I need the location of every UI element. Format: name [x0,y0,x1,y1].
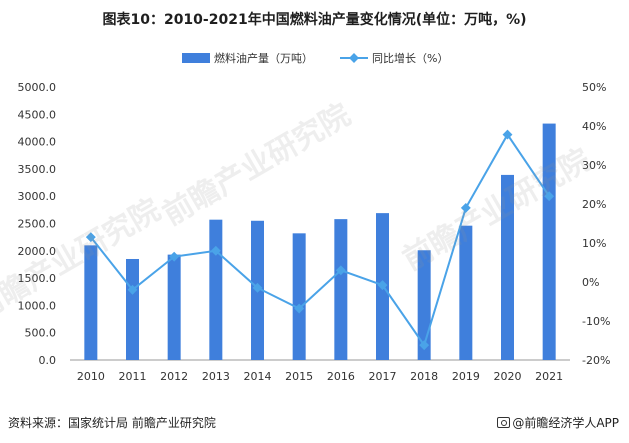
y-right-tick-label: 10% [582,237,606,250]
bar-2015 [292,233,306,360]
y-left-tick-label: 0.0 [39,354,57,367]
line-series [85,129,555,351]
growth-point-2014 [252,282,263,293]
growth-point-2013 [210,245,221,256]
growth-point-2011 [127,284,138,295]
y-right-tick-label: -20% [582,354,610,367]
x-tick-label: 2013 [202,370,230,383]
y-left-tick-label: 4500.0 [18,108,57,121]
axes: 0.0 500.0 1000.0 1500.0 2000.0 2500.0 3000.0 35… [18,81,611,383]
bar-2016 [334,219,348,360]
growth-point-2012 [169,251,180,262]
y-left-tick-label: 1000.0 [18,299,57,312]
y-right-tick-label: 20% [582,198,606,211]
y-left-tick-label: 2000.0 [18,245,57,258]
y-right-tick-label: -10% [582,315,610,328]
x-tick-label: 2017 [369,370,397,383]
bar-2013 [209,219,223,360]
growth-point-2010 [85,232,96,243]
bar-2021 [542,123,556,360]
bar-2012 [167,254,181,360]
y-left-tick-label: 500.0 [25,327,57,340]
y-right-tick-label: 50% [582,81,606,94]
growth-point-2019 [460,202,471,213]
chart-area: 燃料油产量（万吨） 同比增长（%） 0.0 500.0 1000.0 1500.0 200… [18,51,611,383]
legend-line-label: 同比增长（%） [372,51,448,65]
bar-2010 [84,245,98,360]
legend-bar-swatch [182,53,210,63]
legend-bar-label: 燃料油产量（万吨） [214,51,313,65]
y-left-tick-label: 1500.0 [18,272,57,285]
y-left-tick-label: 2500.0 [18,218,57,231]
y-right-tick-label: 0% [582,276,599,289]
growth-point-2020 [502,129,513,140]
bar-2011 [126,258,139,360]
brand-credit: @前瞻经济学人APP [497,414,619,431]
bar-2019 [459,225,473,360]
x-tick-label: 2016 [327,370,355,383]
brand-text: @前瞻经济学人APP [512,416,619,430]
chart-title: 图表10：2010-2021年中国燃料油产量变化情况(单位：万吨，%) [102,12,527,28]
x-tick-label: 2011 [119,370,147,383]
x-tick-label: 2020 [494,370,522,383]
legend: 燃料油产量（万吨） 同比增长（%） [182,51,448,65]
y-right-tick-label: 30% [582,159,606,172]
x-tick-label: 2015 [285,370,313,383]
x-tick-label: 2019 [452,370,480,383]
x-tick-label: 2018 [410,370,438,383]
growth-point-2015 [294,303,305,314]
y-left-tick-label: 4000.0 [18,136,57,149]
growth-point-2021 [544,191,555,202]
legend-line-marker [349,53,359,63]
bar-2020 [501,174,514,360]
source-note: 资料来源：国家统计局 前瞻产业研究院 [8,416,216,430]
y-left-tick-label: 3000.0 [18,190,57,203]
x-tick-label: 2010 [77,370,105,383]
bar-series [84,123,556,360]
growth-point-2016 [335,265,346,276]
y-left-tick-label: 5000.0 [18,81,57,94]
x-tick-label: 2014 [244,370,272,383]
x-tick-label: 2021 [535,370,563,383]
growth-point-2018 [419,340,430,351]
x-tick-label: 2012 [160,370,188,383]
growth-point-2017 [377,280,388,291]
y-left-tick-label: 3500.0 [18,163,57,176]
camera-icon [497,417,511,428]
growth-line [90,132,550,348]
y-right-tick-label: 40% [582,120,606,133]
